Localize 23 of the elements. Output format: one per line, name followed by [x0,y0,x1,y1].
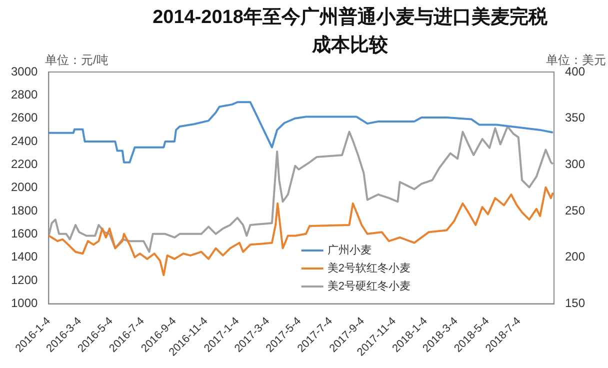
y-tick-label: 2400 [10,134,38,148]
y-tick-label: 1200 [10,272,38,287]
y-tick-label: 2000 [10,180,38,194]
y-tick-label: 2200 [10,157,38,172]
y-tick-label: 2600 [10,110,38,125]
y2-tick-label: 200 [564,250,586,264]
y-tick-label: 1400 [10,250,38,264]
y-axis-title: 单位：元/吨 [45,52,108,69]
y-tick-label: 1000 [10,296,38,310]
y-tick-label: 2800 [10,87,38,102]
legend-label: 美2号硬红冬小麦 [327,280,410,293]
y-tick-label: 3000 [10,64,38,78]
y2-tick-label: 350 [564,110,586,125]
y2-tick-label: 250 [564,203,586,218]
y2-tick-label: 400 [564,64,586,78]
chart-title: 2014-2018年至今广州普通小麦与进口美麦完税成本比较 [152,7,548,56]
y-tick-label: 1600 [10,226,38,241]
y2-tick-label: 150 [564,296,586,310]
y-tick-label: 1800 [10,203,38,218]
y2-tick-label: 300 [564,157,586,172]
y2-axis-title: 单位：美元 [546,52,606,67]
legend-label: 美2号软红冬小麦 [327,262,410,275]
legend-label: 广州小麦 [327,244,372,257]
